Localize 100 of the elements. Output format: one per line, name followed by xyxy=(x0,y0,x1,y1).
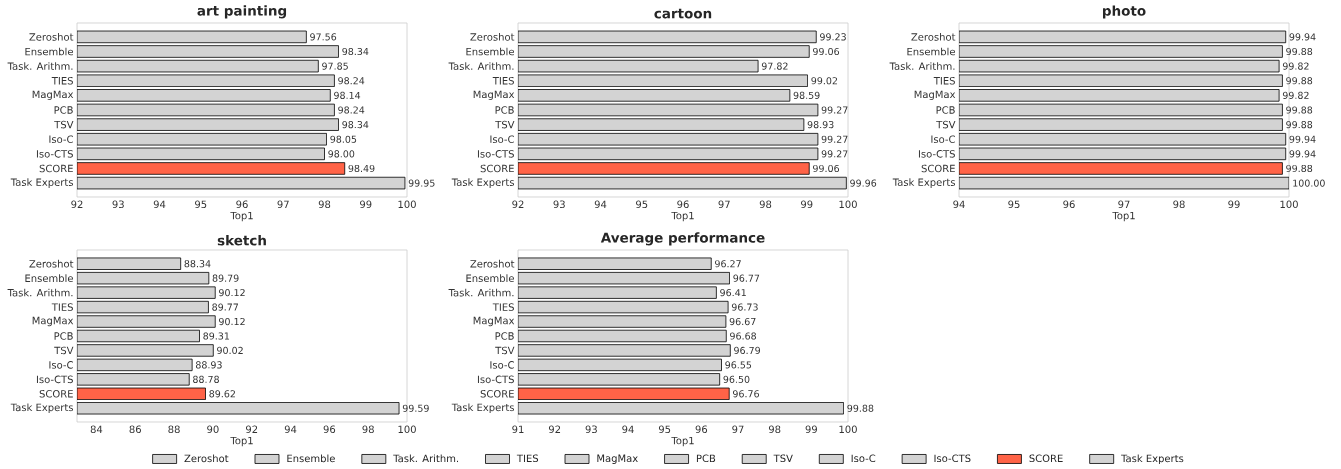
data-label: 99.82 xyxy=(1282,62,1309,70)
x-tick-label: 97 xyxy=(277,200,289,209)
data-label: 88.78 xyxy=(193,375,219,383)
legend-label: TIES xyxy=(516,454,539,463)
y-tick-label: Iso-CTS xyxy=(477,150,514,158)
y-tick-label: Task. Arithm. xyxy=(448,62,514,70)
x-tick-label: 100 xyxy=(839,200,857,209)
data-label: 98.00 xyxy=(328,150,355,158)
data-label: 99.88 xyxy=(1286,164,1313,173)
x-tick-label: 98 xyxy=(768,425,781,434)
x-tick-label: 95 xyxy=(658,425,671,434)
data-label: 99.27 xyxy=(821,106,848,114)
legend-label: TSV xyxy=(773,454,793,463)
x-tick-label: 96 xyxy=(323,425,336,434)
data-label: 88.34 xyxy=(184,260,211,268)
data-label: 98.34 xyxy=(342,47,369,56)
chart-title: sketch xyxy=(217,235,266,246)
y-tick-label: Iso-C xyxy=(931,135,955,144)
legend-label: Task. Arithm. xyxy=(393,454,459,463)
data-label: 98.49 xyxy=(348,164,375,173)
x-tick-label: 97 xyxy=(718,200,730,209)
y-tick-label: TSV xyxy=(495,346,515,355)
y-tick-label: SCORE xyxy=(480,164,514,173)
data-label: 96.41 xyxy=(720,289,746,297)
data-label: 96.55 xyxy=(725,361,752,369)
x-tick-label: 99 xyxy=(801,200,813,209)
x-tick-label: 92 xyxy=(512,200,524,209)
x-tick-label: 94 xyxy=(284,425,297,434)
y-tick-label: Ensemble xyxy=(907,47,955,56)
data-label: 96.76 xyxy=(733,390,759,398)
y-tick-label: TIES xyxy=(492,76,514,85)
legend-label: Ensemble xyxy=(287,454,335,463)
x-tick-label: 96 xyxy=(677,200,689,209)
data-label: 98.93 xyxy=(807,121,834,129)
y-tick-label: Iso-C xyxy=(49,361,73,369)
x-tick-label: 93 xyxy=(553,200,565,209)
x-tick-label: 84 xyxy=(90,425,103,434)
y-tick-label: Zeroshot xyxy=(470,259,515,268)
data-label: 96.77 xyxy=(733,274,760,282)
x-tick-label: 95 xyxy=(195,200,207,209)
x-tick-label: 98 xyxy=(362,425,374,434)
y-tick-label: Iso-CTS xyxy=(918,150,955,158)
x-tick-label: 100 xyxy=(398,425,416,434)
y-tick-label: Zeroshot xyxy=(911,33,956,41)
x-tick-label: 92 xyxy=(71,200,83,209)
y-tick-label: Task Experts xyxy=(10,178,74,188)
y-tick-label: Iso-C xyxy=(490,361,514,369)
data-label: 99.59 xyxy=(402,404,429,412)
x-tick-label: 94 xyxy=(622,425,634,434)
legend-label: MagMax xyxy=(597,454,638,464)
y-tick-label: SCORE xyxy=(39,164,73,173)
y-tick-label: Iso-CTS xyxy=(36,150,73,158)
x-tick-label: 99 xyxy=(1228,200,1240,209)
x-tick-label: 97 xyxy=(732,425,744,434)
x-axis-title: Top1 xyxy=(1112,211,1135,222)
data-label: 89.62 xyxy=(209,390,235,398)
data-label: 99.02 xyxy=(811,77,838,85)
x-tick-label: 94 xyxy=(953,200,965,209)
y-tick-label: Zeroshot xyxy=(470,33,515,41)
y-tick-label: Zeroshot xyxy=(29,259,74,268)
data-label: 100.00 xyxy=(1293,179,1325,187)
x-tick-label: 97 xyxy=(1118,200,1130,209)
y-tick-label: Task Experts xyxy=(892,178,956,188)
data-label: 89.31 xyxy=(203,332,230,340)
data-label: 98.59 xyxy=(793,91,820,99)
legend-label: SCORE xyxy=(1029,454,1063,463)
data-label: 98.14 xyxy=(334,91,361,99)
data-label: 98.05 xyxy=(330,135,357,143)
data-label: 90.02 xyxy=(217,346,243,355)
x-tick-label: 96 xyxy=(1063,200,1075,209)
y-tick-label: SCORE xyxy=(480,390,514,398)
chart-title: art painting xyxy=(197,5,287,19)
y-tick-label: TIES xyxy=(51,303,73,311)
y-tick-label: Task Experts xyxy=(10,403,74,414)
x-tick-label: 93 xyxy=(585,425,597,434)
y-tick-label: Ensemble xyxy=(25,47,73,56)
y-tick-label: Zeroshot xyxy=(29,33,74,41)
data-label: 97.82 xyxy=(761,62,788,70)
y-tick-label: Task. Arithm. xyxy=(448,288,514,297)
x-tick-label: 95 xyxy=(1008,200,1020,209)
x-tick-label: 99 xyxy=(805,425,817,434)
x-tick-label: 88 xyxy=(168,425,180,434)
data-label: 90.12 xyxy=(219,289,245,297)
y-tick-label: Iso-CTS xyxy=(36,375,73,384)
chart-title: cartoon xyxy=(654,8,712,19)
y-tick-label: Ensemble xyxy=(466,47,514,56)
y-tick-label: SCORE xyxy=(921,164,955,173)
data-label: 99.88 xyxy=(847,404,874,412)
x-tick-label: 99 xyxy=(360,200,372,209)
x-tick-label: 96 xyxy=(695,425,708,434)
legend-label: Task Experts xyxy=(1121,454,1184,465)
data-label: 99.95 xyxy=(408,179,435,187)
x-tick-label: 100 xyxy=(1280,200,1298,209)
data-label: 99.88 xyxy=(1286,77,1313,85)
x-tick-label: 96 xyxy=(236,200,248,209)
y-tick-label: Task. Arithm. xyxy=(889,62,955,70)
y-tick-label: Task Experts xyxy=(451,403,514,414)
y-tick-label: Task Experts xyxy=(451,178,515,188)
data-label: 99.06 xyxy=(813,47,840,56)
data-label: 99.94 xyxy=(1289,150,1316,158)
